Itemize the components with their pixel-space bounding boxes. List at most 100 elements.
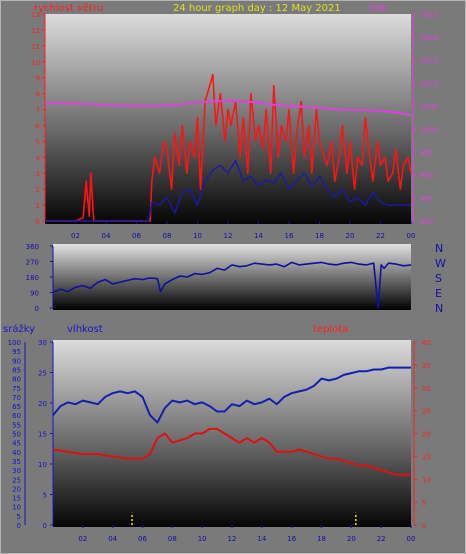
bottom-x-tick-label: 08 (168, 535, 177, 543)
wind-x-tick-label: 06 (132, 232, 141, 240)
humidity-axis-tick-label: 15 (12, 495, 21, 503)
pressure-label: tlak (369, 3, 388, 14)
bottom-x-tick-label: 22 (377, 535, 386, 543)
temperature-axis-tick-label: 25 (422, 408, 431, 416)
pressure-line (45, 99, 412, 117)
wind-axis-tick-label: 13 (31, 11, 40, 19)
wind-x-tick-label: 04 (102, 232, 111, 240)
rain-axis-tick-label: 0 (43, 522, 47, 530)
humidity-panel-bg (53, 340, 411, 527)
bottom-x-tick-label: 04 (108, 535, 117, 543)
bottom-x-tick-label: 10 (198, 535, 207, 543)
wind-x-tick-label: 12 (224, 232, 233, 240)
humidity-axis-tick-label: 45 (12, 440, 21, 448)
compass-label-2: S (435, 272, 442, 285)
humidity-axis-tick-label: 95 (12, 348, 21, 356)
rain-axis-tick-label: 20 (38, 400, 47, 408)
wind-axis-tick-label: 11 (31, 43, 40, 51)
compass-label-4: N (435, 302, 443, 315)
temperature-axis-tick-label: 35 (422, 362, 431, 370)
temperature-line (52, 427, 411, 476)
humidity-axis-tick-label: 40 (12, 449, 21, 457)
direction-axis-tick-label: 180 (26, 274, 39, 282)
humidity-axis-tick-label: 0 (17, 522, 21, 530)
wind-axis-tick-label: 10 (31, 59, 40, 67)
temperature-axis-tick-label: 40 (422, 339, 431, 347)
wind-x-tick-label: 20 (346, 232, 355, 240)
direction-axis-tick-label: 90 (30, 290, 39, 298)
humidity-axis-tick-label: 50 (12, 431, 21, 439)
temperature-axis-tick-label: 10 (422, 476, 431, 484)
wind-direction-line (52, 261, 412, 309)
graph-title: 24 hour graph day : 12 May 2021 (173, 3, 341, 14)
temperature-label: teplota (313, 324, 348, 335)
direction-axis-tick-label: 270 (26, 259, 39, 267)
wind-axis-tick-label: 4 (36, 154, 41, 162)
temperature-axis-tick-label: 0 (422, 522, 426, 530)
pressure-axis-tick-label: 1005 (420, 103, 438, 111)
wind-x-tick-label: 10 (193, 232, 202, 240)
compass-label-1: W (435, 257, 446, 270)
compass-label-3: E (435, 287, 442, 300)
wind-axis-tick-label: 5 (36, 138, 40, 146)
bottom-x-tick-label: 00 (407, 535, 416, 543)
wind-panel-bg (45, 14, 411, 224)
wind-axis-tick-label: 12 (31, 27, 40, 35)
pressure-axis-tick-label: 1000 (420, 126, 438, 134)
pressure-axis-tick-label: 1025 (420, 11, 438, 19)
pressure-axis-tick-label: 1010 (420, 80, 438, 88)
humidity-axis-tick-label: 85 (12, 366, 21, 374)
rain-axis-tick-label: 25 (38, 370, 47, 378)
humidity-axis-tick-label: 75 (12, 385, 21, 393)
humidity-axis-tick-label: 20 (12, 485, 21, 493)
wind-x-tick-label: 08 (163, 232, 172, 240)
temperature-axis-tick-label: 5 (422, 499, 426, 507)
wind-speed-label: rychlost větru (34, 2, 104, 14)
wind-x-tick-label: 16 (285, 232, 294, 240)
humidity-axis-tick-label: 5 (17, 513, 21, 521)
direction-axis-tick-label: 360 (26, 243, 39, 251)
humidity-axis-tick-label: 65 (12, 403, 21, 411)
humidity-axis-tick-label: 80 (12, 376, 21, 384)
bottom-x-tick-label: 14 (257, 535, 266, 543)
direction-panel-bg (53, 244, 411, 310)
temperature-axis-tick-label: 15 (422, 453, 431, 461)
humidity-label: vlhkost (67, 324, 103, 335)
temperature-axis-tick-label: 30 (422, 385, 431, 393)
bottom-x-tick-label: 18 (317, 535, 326, 543)
pressure-axis-tick-label: 990 (420, 172, 433, 180)
rain-axis-tick-label: 10 (38, 461, 47, 469)
bottom-x-tick-label: 02 (78, 535, 87, 543)
wind-x-tick-label: 00 (407, 232, 416, 240)
pressure-axis-tick-label: 1015 (420, 57, 438, 65)
bottom-x-tick-label: 06 (138, 535, 147, 543)
humidity-axis-tick-label: 25 (12, 476, 21, 484)
compass-label-0: N (435, 242, 443, 255)
wind-average-line (45, 159, 411, 222)
bottom-x-tick-label: 12 (228, 535, 237, 543)
humidity-axis-tick-label: 30 (12, 467, 21, 475)
humidity-axis-tick-label: 90 (12, 357, 21, 365)
humidity-axis-tick-label: 70 (12, 394, 21, 402)
pressure-axis-tick-label: 995 (420, 149, 433, 157)
pressure-axis-tick-label: 980 (420, 218, 433, 226)
wind-x-tick-label: 02 (71, 232, 80, 240)
bottom-x-tick-label: 20 (347, 535, 356, 543)
rain-axis-tick-label: 5 (43, 492, 47, 500)
wind-x-tick-label: 14 (254, 232, 263, 240)
pressure-axis-tick-label: 985 (420, 195, 433, 203)
rain-axis-tick-label: 30 (38, 339, 47, 347)
wind-axis-tick-label: 2 (36, 186, 40, 194)
wind-axis-tick-label: 3 (36, 170, 40, 178)
temperature-axis-tick-label: 20 (422, 431, 431, 439)
wind-axis-tick-label: 1 (36, 202, 40, 210)
humidity-axis-tick-label: 10 (12, 504, 21, 512)
wind-axis-tick-label: 7 (36, 107, 40, 115)
wind-gust-line (45, 73, 412, 222)
humidity-line (52, 366, 411, 424)
humidity-axis-tick-label: 100 (8, 339, 21, 347)
direction-axis-tick-label: 0 (35, 305, 39, 313)
humidity-axis-tick-label: 60 (12, 412, 21, 420)
